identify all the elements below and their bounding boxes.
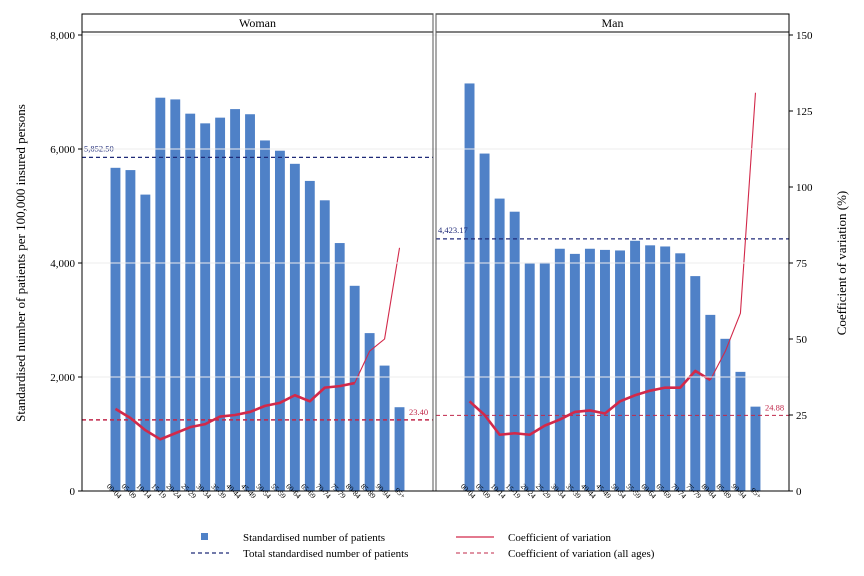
bar <box>569 253 580 491</box>
bar <box>245 114 255 491</box>
y-axis-left-title: Standardised number of patients per 100,… <box>13 104 28 422</box>
panel-title: Woman <box>239 16 276 30</box>
total-label: 5,852.50 <box>84 143 114 153</box>
bar <box>750 406 761 491</box>
bar <box>334 243 345 491</box>
bar <box>260 140 270 491</box>
axes: 0 2,000 4,000 6,000 8,000 0 25 50 75 100 125 150 Sta… <box>13 14 849 498</box>
tick-label-right: 100 <box>796 182 813 194</box>
bar <box>140 194 151 491</box>
bar <box>735 371 746 491</box>
cv-line-tail <box>354 247 401 384</box>
tick-label-right: 25 <box>796 410 808 422</box>
total-label: 4,423.17 <box>438 225 468 235</box>
cv-line-tail <box>709 92 757 381</box>
bar <box>554 248 565 491</box>
bar <box>185 113 196 491</box>
bar <box>110 167 121 491</box>
bar <box>690 276 701 491</box>
bar <box>289 163 300 491</box>
bar <box>660 246 671 491</box>
bar <box>319 200 330 492</box>
legend-item-cv_all: Coefficient of variation (all ages) <box>456 548 655 560</box>
panel-title: Man <box>602 16 624 30</box>
bar <box>349 285 360 491</box>
y-axis-right-title: Coefficient of variation (%) <box>834 191 849 336</box>
bar <box>615 250 625 491</box>
bar <box>675 253 686 491</box>
cv-line <box>114 381 355 441</box>
bar <box>494 198 505 491</box>
legend-item-cv: Coefficient of variation <box>456 532 612 544</box>
legend: Standardised number of patients Coefficie… <box>191 532 655 560</box>
tick-label-right: 75 <box>796 258 808 270</box>
tick-label-right: 50 <box>796 334 808 346</box>
bar <box>200 123 211 491</box>
bar <box>274 150 285 491</box>
bar <box>705 314 716 491</box>
panel-woman: Woman5,852.5023.4000-0405-0910-1415-1920… <box>81 13 434 501</box>
bar <box>125 170 136 491</box>
bar <box>630 240 641 491</box>
tick-label-left: 0 <box>70 486 76 498</box>
bar <box>155 97 166 491</box>
plot-panels: Woman5,852.5023.4000-0405-0910-1415-1920… <box>81 13 790 501</box>
bar <box>394 407 405 491</box>
tick-label-right: 150 <box>796 30 813 42</box>
bar <box>509 211 520 491</box>
legend-item-bars: Standardised number of patients <box>201 532 385 544</box>
tick-label-left: 6,000 <box>50 144 75 156</box>
bar <box>364 333 375 491</box>
cv-all-label: 23.40 <box>409 407 428 417</box>
legend-label: Coefficient of variation <box>508 532 612 544</box>
legend-label: Standardised number of patients <box>243 532 385 544</box>
cv-all-label: 24.88 <box>765 402 784 412</box>
tick-label-left: 4,000 <box>50 258 75 270</box>
bar <box>584 248 595 491</box>
legend-label: Coefficient of variation (all ages) <box>508 548 655 560</box>
legend-swatch <box>201 533 208 540</box>
tick-label-left: 8,000 <box>50 30 75 42</box>
bar <box>600 249 610 491</box>
legend-item-total: Total standardised number of patients <box>191 548 408 560</box>
bar <box>379 365 390 491</box>
tick-label-right: 125 <box>796 106 813 118</box>
panel-man: Man4,423.1724.8800-0405-0910-1415-1920-2… <box>435 13 790 501</box>
bar <box>464 83 475 491</box>
bar <box>304 180 315 492</box>
tick-label-left: 2,000 <box>50 372 75 384</box>
legend-label: Total standardised number of patients <box>243 548 408 560</box>
tick-label-right: 0 <box>796 486 802 498</box>
bar <box>479 153 490 491</box>
bar <box>215 117 226 492</box>
bar <box>645 245 656 491</box>
bar <box>170 99 181 491</box>
cv-line <box>468 369 711 437</box>
bar <box>230 109 241 491</box>
